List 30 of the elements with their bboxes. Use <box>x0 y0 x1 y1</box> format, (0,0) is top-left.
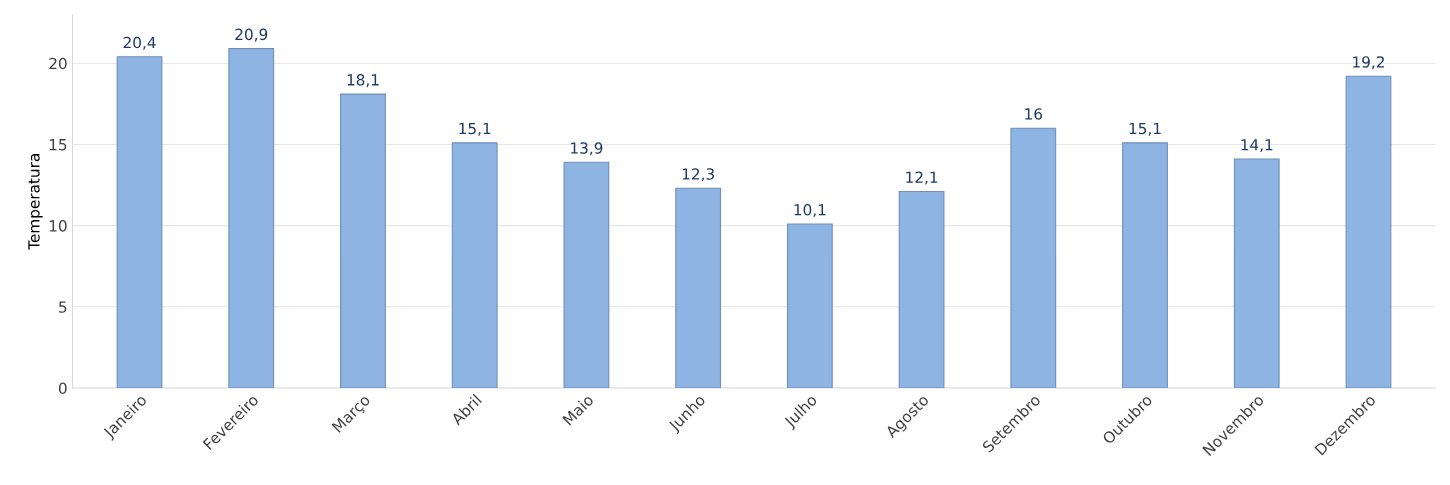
y-tick-label: 0 <box>58 382 67 395</box>
data-label: 15,1 <box>1129 122 1161 136</box>
bar <box>563 161 610 388</box>
bar <box>228 48 275 388</box>
bar <box>451 142 498 388</box>
data-label: 14,1 <box>1241 139 1273 153</box>
data-label: 20,4 <box>123 36 156 50</box>
bar <box>1345 75 1392 388</box>
y-tick-label: 20 <box>49 57 67 70</box>
bar <box>1233 158 1280 388</box>
data-label: 13,9 <box>571 142 603 156</box>
bar <box>898 190 945 388</box>
bar <box>675 187 722 388</box>
data-label: 12,3 <box>682 168 714 182</box>
bar <box>1122 142 1168 388</box>
data-label: 16 <box>1025 108 1043 120</box>
data-label: 20,9 <box>235 28 268 42</box>
data-label: 15,1 <box>459 122 491 136</box>
data-label: 12,1 <box>906 171 938 185</box>
bar <box>340 93 386 388</box>
data-label: 10,1 <box>794 203 826 218</box>
bar <box>116 56 163 388</box>
y-tick-label: 15 <box>49 139 67 151</box>
y-tick-label: 5 <box>59 301 67 313</box>
bar <box>1010 127 1057 388</box>
bar <box>786 223 833 388</box>
data-label: 18,1 <box>347 74 379 88</box>
y-axis-title: Temperatura <box>28 154 43 250</box>
data-label: 19,2 <box>1353 56 1384 70</box>
y-tick-label: 10 <box>49 220 67 232</box>
